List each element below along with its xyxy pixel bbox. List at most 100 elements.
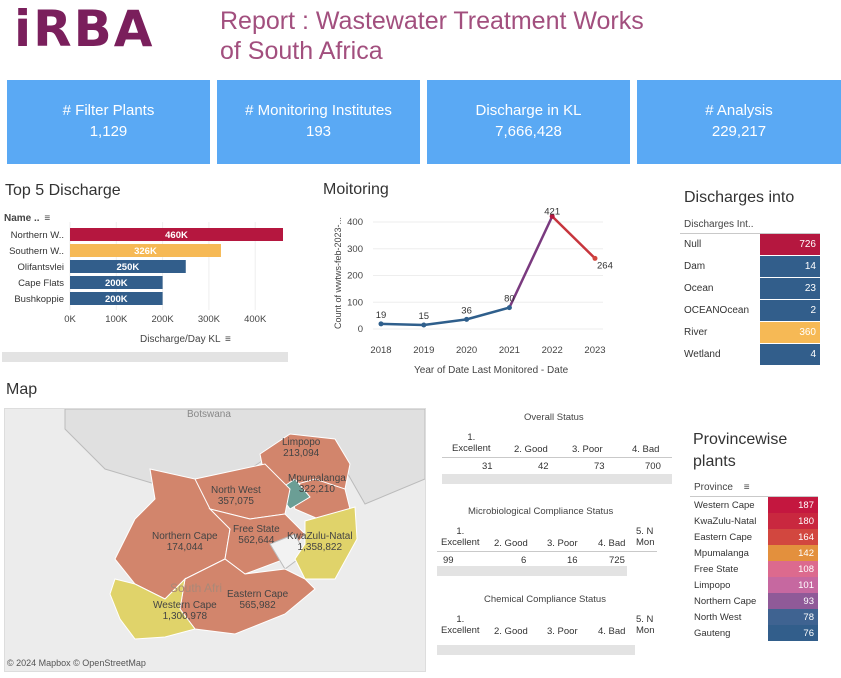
row-value: 108 — [768, 561, 818, 577]
overall-scrollbar[interactable] — [442, 474, 672, 484]
data-point[interactable] — [506, 305, 512, 311]
row-name: Northern Cape — [694, 595, 757, 607]
map-view[interactable]: Botswana South Afri Limpopo 213,094 Mpuma… — [4, 408, 426, 672]
row-name: North West — [694, 611, 742, 623]
bar[interactable] — [70, 228, 283, 241]
data-point[interactable] — [378, 321, 384, 327]
map-label-south-africa: South Afri — [170, 581, 223, 595]
province-value: 565,982 — [239, 600, 276, 611]
micro-col-bad: 4. Bad — [598, 538, 626, 549]
bar-category-label: Bushkoppie — [14, 294, 64, 305]
logo: iRBA — [14, 0, 199, 58]
discharges-col-header[interactable]: Discharges Int.. — [680, 217, 820, 234]
series-line-segment — [551, 215, 596, 260]
x-tick-label: 2019 — [413, 345, 434, 356]
table-row[interactable]: Dam 14 — [680, 255, 820, 278]
series-line-segment — [423, 318, 467, 327]
table-row[interactable]: Mpumalanga 142 — [690, 545, 818, 561]
data-label: 264 — [597, 260, 613, 271]
table-row[interactable]: Northern Cape 93 — [690, 593, 818, 609]
sort-icon[interactable]: ≡ — [225, 334, 231, 345]
top5-chart: 0K 100K 200K 300K 400K Northern W.. 460K Southe… — [9, 222, 283, 325]
data-label: 421 — [544, 206, 560, 217]
data-point[interactable] — [592, 255, 598, 261]
micro-scrollbar[interactable] — [437, 566, 627, 576]
y-tick-label: 0 — [358, 324, 363, 335]
table-row[interactable]: Null 726 — [680, 234, 820, 256]
province-col-header[interactable]: Province ≡ — [690, 480, 818, 497]
province-col-header-text: Province — [694, 482, 733, 493]
micro-val-excellent: 99 — [443, 555, 454, 566]
table-row[interactable]: Wetland 4 — [680, 343, 820, 366]
top5-col-header-text: Name .. — [4, 213, 40, 224]
chem-table: 1. Excellent 2. Good 3. Poor 4. Bad 5. N… — [437, 612, 657, 642]
x-tick-label: 2018 — [370, 345, 391, 356]
monitoring-xlabel: Year of Date Last Monitored - Date — [414, 365, 569, 376]
map-label-free-state: Free State 562,644 — [233, 524, 280, 546]
table-row[interactable]: Ocean 23 — [680, 277, 820, 300]
top5-title: Top 5 Discharge — [5, 182, 121, 199]
row-name: Ocean — [680, 277, 760, 300]
overall-col-good: 2. Good — [514, 444, 548, 455]
bar-value-label: 200K — [105, 294, 128, 305]
province-value: 357,075 — [217, 496, 254, 507]
province-kwazulu-natal — [294, 506, 358, 580]
province-name: North West — [211, 485, 261, 496]
y-tick-label: 100 — [347, 297, 363, 308]
kpi-value: 193 — [305, 123, 332, 140]
row-value: 360 — [760, 321, 820, 344]
map-title: Map — [6, 381, 38, 398]
province-name: Free State — [233, 524, 280, 535]
micro-title: Microbiological Compliance Status — [468, 506, 614, 517]
chem-scrollbar[interactable] — [437, 645, 635, 655]
table-row[interactable]: Limpopo 101 — [690, 577, 818, 593]
province-name: Eastern Cape — [227, 589, 289, 600]
row-name: Null — [680, 234, 760, 256]
top5-xlabel-text: Discharge/Day KL — [140, 334, 221, 345]
row-value: 4 — [760, 343, 820, 366]
table-row[interactable]: OCEANOcean 2 — [680, 299, 820, 322]
bar[interactable] — [70, 292, 163, 305]
kpi-value: 7,666,428 — [495, 123, 562, 140]
discharges-title: Discharges into — [684, 189, 795, 206]
bar-value-label: 326K — [134, 246, 157, 257]
table-row[interactable]: Free State 108 — [690, 561, 818, 577]
map-attribution[interactable]: © 2024 Mapbox © OpenStreetMap — [7, 658, 146, 668]
top5-scrollbar[interactable] — [2, 352, 288, 362]
table-row[interactable]: River 360 — [680, 321, 820, 344]
province-value: 562,644 — [238, 535, 275, 546]
monitoring-chart: 0 100 200 300 400 2018 2019 2020 2021 2022 2023 19 1… — [347, 206, 613, 356]
top5-xlabel: Discharge/Day KL ≡ — [140, 334, 231, 345]
bar-category-label: Olifantsvlei — [18, 262, 64, 273]
table-row[interactable]: Western Cape 187 — [690, 497, 818, 513]
row-name: River — [680, 321, 760, 344]
y-tick-label: 300 — [347, 244, 363, 255]
bar[interactable] — [70, 244, 221, 257]
table-row[interactable]: KwaZulu-Natal 180 — [690, 513, 818, 529]
data-point[interactable] — [464, 316, 470, 322]
province-name: KwaZulu-Natal — [287, 531, 353, 542]
sort-icon[interactable]: ≡ — [44, 213, 51, 224]
data-point[interactable] — [549, 213, 555, 219]
discharges-rows: Null 726 Dam 14 Ocean 23 OCEANOcean 2 River 3… — [680, 234, 820, 366]
micro-val-bad: 725 — [609, 555, 625, 566]
bar[interactable] — [70, 276, 163, 289]
row-name: Gauteng — [694, 627, 731, 639]
chem-col-excellent: 1. Excellent — [441, 614, 480, 636]
top5-col-header[interactable]: Name .. ≡ — [4, 213, 50, 224]
table-row[interactable]: Gauteng 76 — [690, 625, 818, 641]
overall-title: Overall Status — [524, 412, 584, 423]
data-label: 15 — [419, 311, 430, 322]
row-value: 93 — [768, 593, 818, 609]
kpi-label: # Monitoring Institutes — [245, 102, 392, 119]
sort-icon[interactable]: ≡ — [743, 482, 750, 493]
discharges-table: Discharges Int.. Null 726 Dam 14 Ocean 23 O… — [680, 217, 820, 366]
bar[interactable] — [70, 260, 186, 273]
map-label-western-cape: Western Cape 1,300,978 — [153, 600, 217, 622]
kpi-label: Discharge in KL — [475, 102, 582, 119]
table-row[interactable]: Eastern Cape 164 — [690, 529, 818, 545]
table-row[interactable]: North West 78 — [690, 609, 818, 625]
tick-label: 400K — [244, 314, 267, 325]
data-label: 80 — [504, 294, 515, 305]
data-point[interactable] — [421, 322, 427, 328]
